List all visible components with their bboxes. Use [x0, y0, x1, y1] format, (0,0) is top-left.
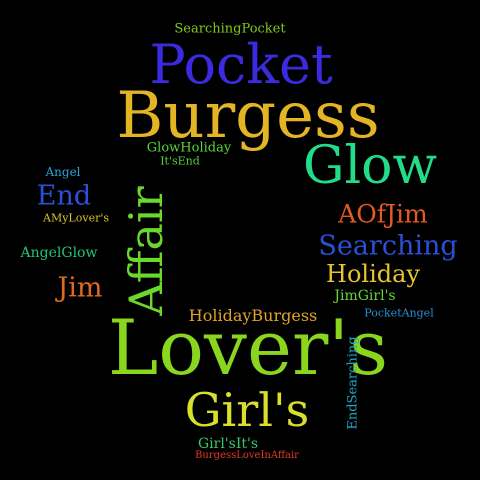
word-pocket: Pocket [149, 33, 333, 96]
word-jimgirls: JimGirl's [334, 288, 396, 304]
word-holiday: Holiday [326, 260, 420, 288]
word-burgessloveinaffair: BurgessLoveInAffair [195, 450, 299, 461]
word-pocketangel: PocketAngel [364, 306, 434, 320]
word-glow: Glow [303, 136, 437, 196]
word-angel: Angel [45, 165, 81, 179]
word-searchingpocket: SearchingPocket [174, 21, 286, 37]
word-end: End [36, 180, 92, 212]
word-lovers: Lover's [107, 303, 389, 392]
word-aofjim: AOfJim [338, 199, 428, 229]
word-endsearching: EndSearching [345, 336, 361, 430]
word-amylovers: AMyLover's [43, 211, 109, 225]
word-angelglow: AngelGlow [20, 245, 98, 261]
word-affair: Affair [119, 186, 173, 316]
word-girlsits: Girl'sIt's [197, 436, 259, 452]
word-searching: Searching [318, 230, 458, 262]
word-itsend: It'sEnd [160, 154, 200, 168]
word-burgess: Burgess [116, 79, 380, 153]
word-girls: Girl's [184, 383, 310, 437]
word-glowholiday: GlowHoliday [146, 140, 232, 156]
word-jim: Jim [57, 272, 103, 304]
word-holidayburgess: HolidayBurgess [188, 306, 318, 325]
